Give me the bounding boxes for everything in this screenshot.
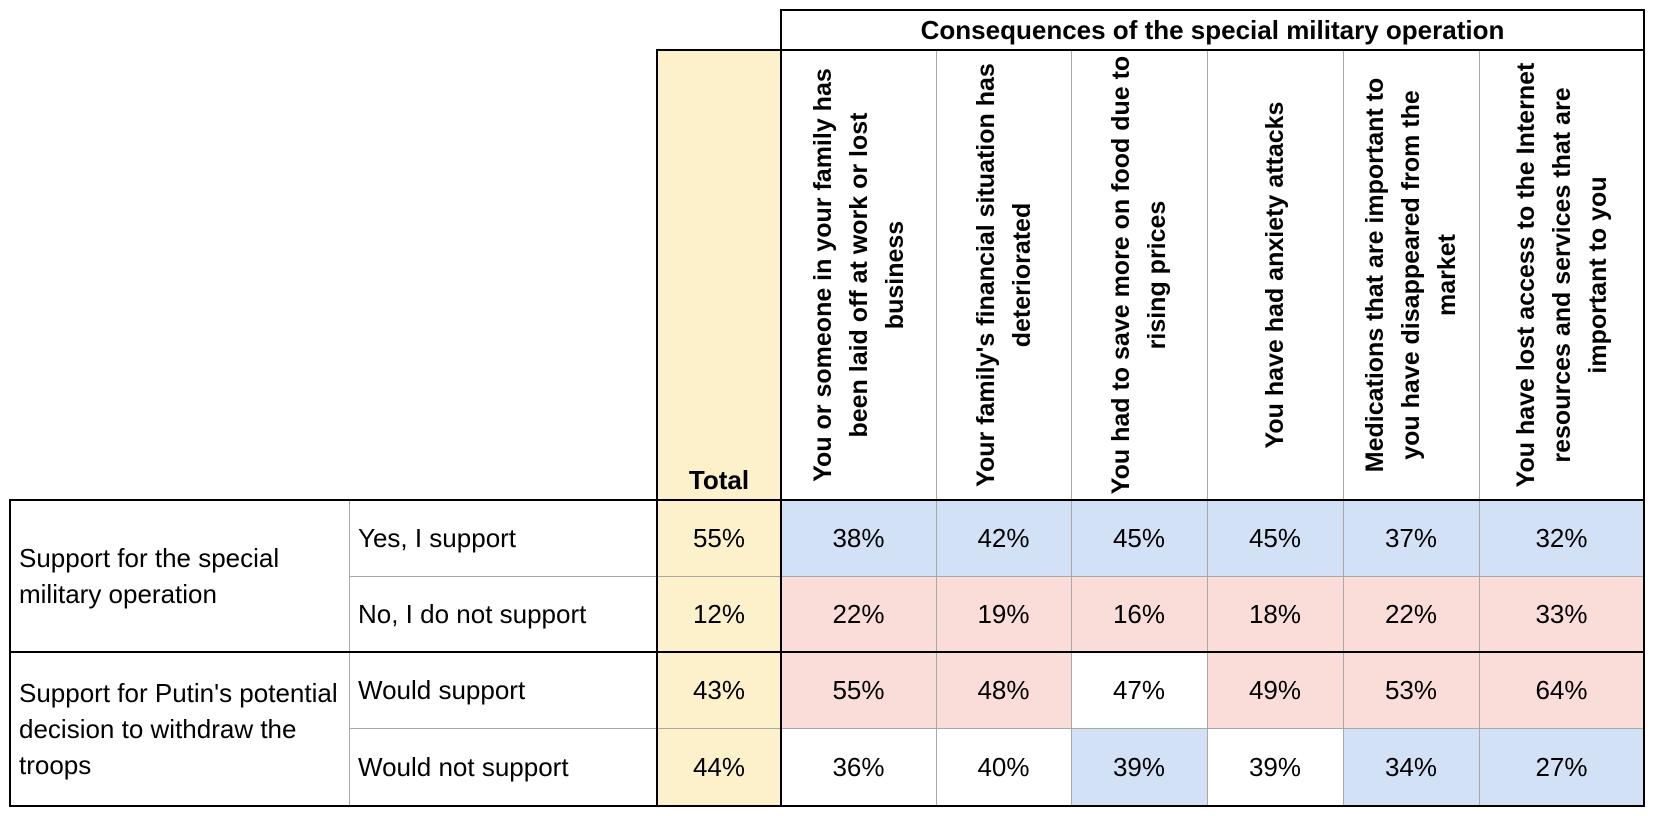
data-cell: 45% bbox=[1071, 500, 1207, 576]
data-cell: 16% bbox=[1071, 576, 1207, 652]
column-header-laid-off: You or someone in your family has been l… bbox=[808, 68, 909, 482]
data-cell: 22% bbox=[781, 576, 936, 652]
border-line bbox=[780, 9, 1645, 11]
group-label-withdraw-troops: Support for Putin's potential decision t… bbox=[19, 678, 338, 780]
row-label-would-support: Would support bbox=[358, 675, 526, 705]
column-header-internet-access: You have lost access to the Internet res… bbox=[1511, 62, 1612, 488]
grid-line bbox=[349, 576, 1644, 577]
grid-line bbox=[936, 50, 937, 806]
column-header-save-on-food: You had to save more on food due to risi… bbox=[1107, 55, 1171, 495]
total-header: Total bbox=[688, 464, 750, 495]
group-label-smo-support: Support for the special military operati… bbox=[19, 543, 280, 609]
total-cell: 43% bbox=[692, 674, 746, 705]
data-cell: 34% bbox=[1343, 728, 1479, 806]
data-cell: 64% bbox=[1479, 652, 1644, 728]
grid-line bbox=[1207, 50, 1208, 806]
border-line bbox=[1643, 9, 1645, 807]
data-cell: 40% bbox=[936, 728, 1071, 806]
column-header-anxiety-attacks: You have had anxiety attacks bbox=[1261, 101, 1289, 449]
data-cell: 42% bbox=[936, 500, 1071, 576]
data-cell: 32% bbox=[1479, 500, 1644, 576]
border-line bbox=[9, 499, 1645, 501]
data-cell: 38% bbox=[781, 500, 936, 576]
grid-line bbox=[1343, 50, 1344, 806]
data-cell: 18% bbox=[1207, 576, 1343, 652]
border-line bbox=[780, 9, 782, 806]
grid-line bbox=[349, 500, 350, 806]
group-title: Consequences of the special military ope… bbox=[920, 14, 1505, 45]
grid-line bbox=[1479, 50, 1480, 806]
column-header-medications: Medications that are important to you ha… bbox=[1361, 77, 1461, 473]
total-column-shade bbox=[657, 50, 781, 806]
data-cell: 49% bbox=[1207, 652, 1343, 728]
data-cell: 55% bbox=[781, 652, 936, 728]
data-cell: 36% bbox=[781, 728, 936, 806]
data-cell: 48% bbox=[936, 652, 1071, 728]
row-label-would-not-support: Would not support bbox=[358, 752, 569, 782]
total-cell: 12% bbox=[692, 598, 746, 629]
total-cell: 55% bbox=[692, 522, 746, 553]
data-cell: 19% bbox=[936, 576, 1071, 652]
data-cell: 33% bbox=[1479, 576, 1644, 652]
data-cell: 39% bbox=[1071, 728, 1207, 806]
border-line bbox=[656, 49, 658, 806]
column-header-financial-situation: Your family's financial situation has de… bbox=[971, 63, 1036, 487]
data-cell: 45% bbox=[1207, 500, 1343, 576]
border-line bbox=[9, 499, 11, 807]
border-line bbox=[656, 49, 1644, 51]
data-cell: 39% bbox=[1207, 728, 1343, 806]
grid-line bbox=[1071, 50, 1072, 806]
data-cell: 53% bbox=[1343, 652, 1479, 728]
data-cell: 22% bbox=[1343, 576, 1479, 652]
data-cell: 47% bbox=[1071, 652, 1207, 728]
data-cell: 27% bbox=[1479, 728, 1644, 806]
border-line bbox=[9, 651, 1645, 653]
row-label-no-support: No, I do not support bbox=[358, 599, 587, 629]
border-line bbox=[9, 805, 1645, 807]
data-cell: 37% bbox=[1343, 500, 1479, 576]
total-cell: 44% bbox=[692, 751, 746, 782]
row-label-yes-support: Yes, I support bbox=[358, 523, 517, 553]
grid-line bbox=[349, 728, 1644, 729]
